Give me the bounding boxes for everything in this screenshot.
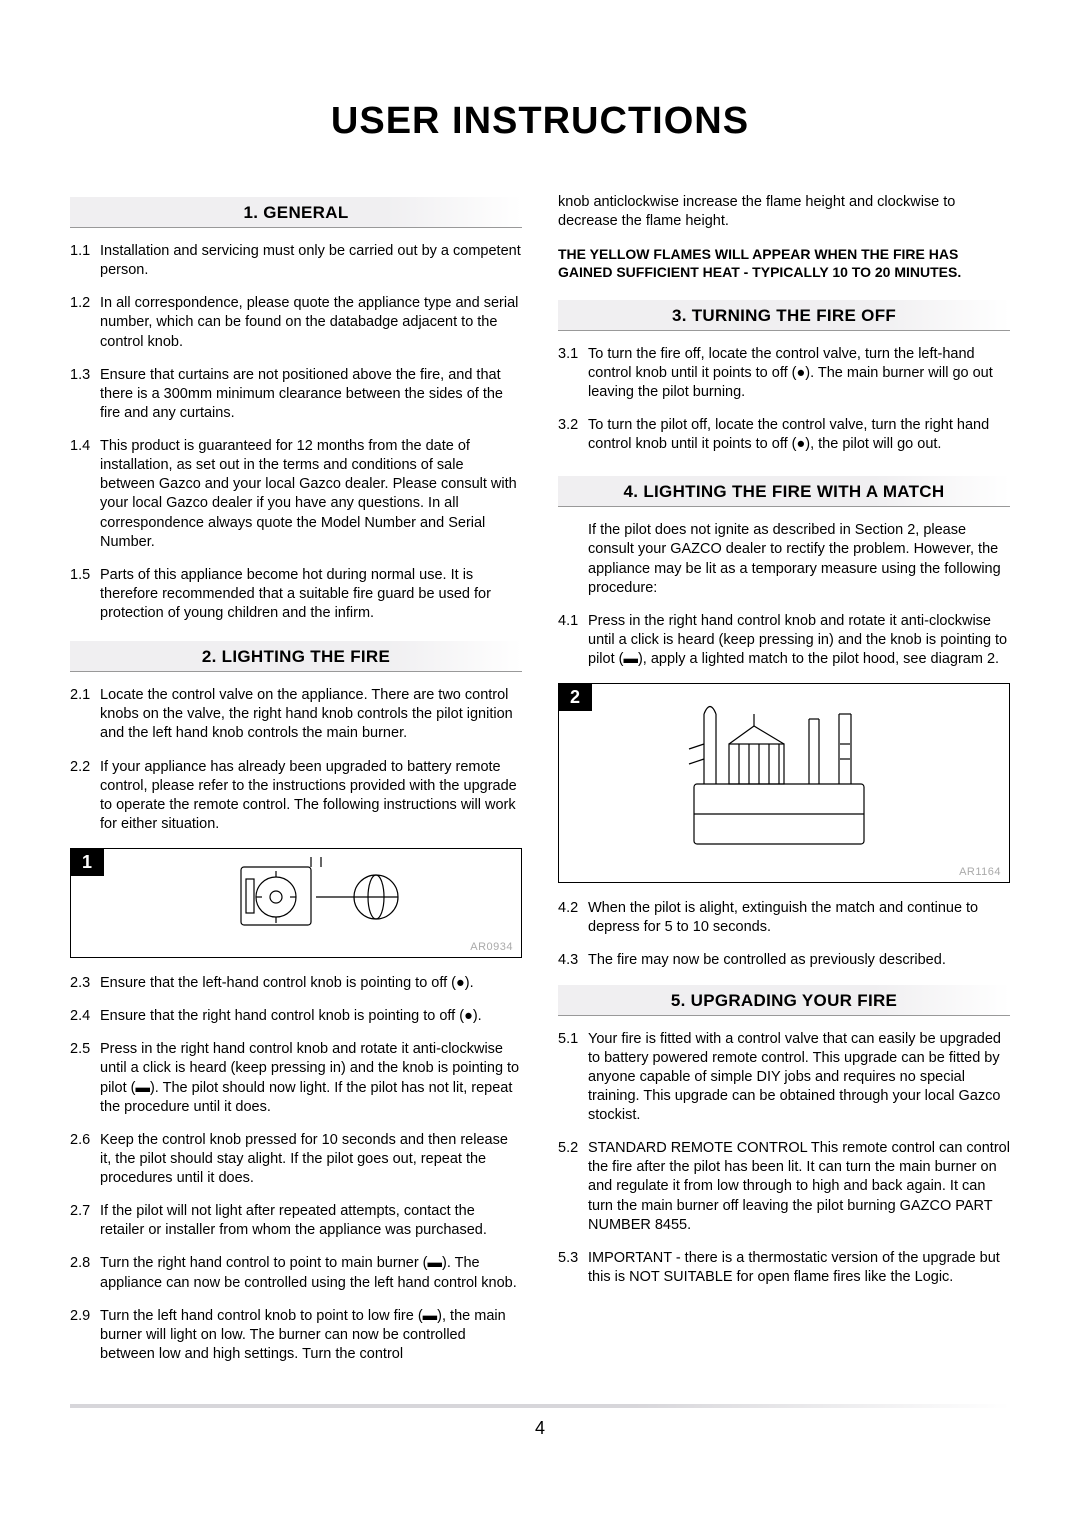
item-2-2: 2.2If your appliance has already been up… bbox=[70, 758, 522, 835]
item-text: If the pilot will not light after repeat… bbox=[100, 1202, 522, 1240]
item-5-1: 5.1Your fire is fitted with a control va… bbox=[558, 1030, 1010, 1126]
section-heading-upgrading: 5. UPGRADING YOUR FIRE bbox=[558, 985, 1010, 1016]
diagram-1-svg bbox=[146, 849, 446, 949]
diagram-code: AR1164 bbox=[959, 866, 1001, 878]
item-2-1: 2.1Locate the control valve on the appli… bbox=[70, 686, 522, 743]
item-2-6: 2.6Keep the control knob pressed for 10 … bbox=[70, 1131, 522, 1188]
item-number: 1.2 bbox=[70, 294, 100, 351]
item-2-8: 2.8Turn the right hand control to point … bbox=[70, 1254, 522, 1292]
left-column: 1. GENERAL 1.1Installation and servicing… bbox=[70, 193, 522, 1378]
item-2-7: 2.7If the pilot will not light after rep… bbox=[70, 1202, 522, 1240]
item-text: Ensure that the left-hand control knob i… bbox=[100, 974, 522, 993]
item-2-3: 2.3Ensure that the left-hand control kno… bbox=[70, 974, 522, 993]
section-heading-match: 4. LIGHTING THE FIRE WITH A MATCH bbox=[558, 476, 1010, 507]
item-5-3: 5.3IMPORTANT - there is a thermostatic v… bbox=[558, 1249, 1010, 1287]
page: USER INSTRUCTIONS 1. GENERAL 1.1Installa… bbox=[0, 0, 1080, 1479]
item-1-5: 1.5Parts of this appliance become hot du… bbox=[70, 566, 522, 623]
diagram-2: 2 bbox=[558, 683, 1010, 883]
item-number: 2.1 bbox=[70, 686, 100, 743]
item-text: Press in the right hand control knob and… bbox=[588, 612, 1010, 669]
item-text: If your appliance has already been upgra… bbox=[100, 758, 522, 835]
main-title: USER INSTRUCTIONS bbox=[70, 100, 1010, 143]
item-text: To turn the fire off, locate the control… bbox=[588, 345, 1010, 402]
two-column-layout: 1. GENERAL 1.1Installation and servicing… bbox=[70, 193, 1010, 1378]
item-text: The fire may now be controlled as previo… bbox=[588, 951, 1010, 970]
item-number: 1.3 bbox=[70, 366, 100, 423]
item-number: 2.6 bbox=[70, 1131, 100, 1188]
item-number: 2.4 bbox=[70, 1007, 100, 1026]
item-text: Installation and servicing must only be … bbox=[100, 242, 522, 280]
item-number: 2.7 bbox=[70, 1202, 100, 1240]
item-number: 2.9 bbox=[70, 1307, 100, 1364]
item-number: 2.3 bbox=[70, 974, 100, 993]
item-number: 4.3 bbox=[558, 951, 588, 970]
item-2-9: 2.9Turn the left hand control knob to po… bbox=[70, 1307, 522, 1364]
item-number: 5.2 bbox=[558, 1139, 588, 1235]
item-text: STANDARD REMOTE CONTROL This remote cont… bbox=[588, 1139, 1010, 1235]
item-1-3: 1.3Ensure that curtains are not position… bbox=[70, 366, 522, 423]
item-number: 1.4 bbox=[70, 437, 100, 552]
item-3-2: 3.2To turn the pilot off, locate the con… bbox=[558, 416, 1010, 454]
section-heading-general: 1. GENERAL bbox=[70, 197, 522, 228]
item-text: Your fire is fitted with a control valve… bbox=[588, 1030, 1010, 1126]
item-4-3: 4.3The fire may now be controlled as pre… bbox=[558, 951, 1010, 970]
item-2-4: 2.4Ensure that the right hand control kn… bbox=[70, 1007, 522, 1026]
item-2-9-continued: knob anticlockwise increase the flame he… bbox=[558, 193, 1010, 231]
item-text: Keep the control knob pressed for 10 sec… bbox=[100, 1131, 522, 1188]
item-text: Press in the right hand control knob and… bbox=[100, 1040, 522, 1117]
item-text: Turn the right hand control to point to … bbox=[100, 1254, 522, 1292]
item-number: 3.1 bbox=[558, 345, 588, 402]
item-1-2: 1.2In all correspondence, please quote t… bbox=[70, 294, 522, 351]
item-number: 2.2 bbox=[70, 758, 100, 835]
diagram-label: 1 bbox=[70, 848, 104, 876]
item-4-2: 4.2When the pilot is alight, extinguish … bbox=[558, 899, 1010, 937]
item-text: IMPORTANT - there is a thermostatic vers… bbox=[588, 1249, 1010, 1287]
item-text: Parts of this appliance become hot durin… bbox=[100, 566, 522, 623]
item-number: 2.8 bbox=[70, 1254, 100, 1292]
item-5-2: 5.2STANDARD REMOTE CONTROL This remote c… bbox=[558, 1139, 1010, 1235]
diagram-2-svg bbox=[604, 684, 964, 874]
item-text: Ensure that the right hand control knob … bbox=[100, 1007, 522, 1026]
diagram-1: 1 bbox=[70, 848, 522, 958]
section-heading-lighting: 2. LIGHTING THE FIRE bbox=[70, 641, 522, 672]
item-text: Locate the control valve on the applianc… bbox=[100, 686, 522, 743]
item-1-4: 1.4This product is guaranteed for 12 mon… bbox=[70, 437, 522, 552]
item-3-1: 3.1To turn the fire off, locate the cont… bbox=[558, 345, 1010, 402]
item-number: 1.5 bbox=[70, 566, 100, 623]
item-text: knob anticlockwise increase the flame he… bbox=[558, 193, 1010, 231]
section-heading-turning-off: 3. TURNING THE FIRE OFF bbox=[558, 300, 1010, 331]
item-text: Turn the left hand control knob to point… bbox=[100, 1307, 522, 1364]
diagram-code: AR0934 bbox=[470, 941, 513, 953]
item-number: 5.3 bbox=[558, 1249, 588, 1287]
item-text: When the pilot is alight, extinguish the… bbox=[588, 899, 1010, 937]
diagram-label: 2 bbox=[558, 683, 592, 711]
page-number: 4 bbox=[70, 1418, 1010, 1439]
item-1-1: 1.1Installation and servicing must only … bbox=[70, 242, 522, 280]
item-text: If the pilot does not ignite as describe… bbox=[588, 521, 1010, 598]
item-number: 3.2 bbox=[558, 416, 588, 454]
right-column: knob anticlockwise increase the flame he… bbox=[558, 193, 1010, 1378]
item-text: Ensure that curtains are not positioned … bbox=[100, 366, 522, 423]
yellow-flames-note: THE YELLOW FLAMES WILL APPEAR WHEN THE F… bbox=[558, 245, 1010, 281]
item-text: This product is guaranteed for 12 months… bbox=[100, 437, 522, 552]
item-text: In all correspondence, please quote the … bbox=[100, 294, 522, 351]
item-2-5: 2.5Press in the right hand control knob … bbox=[70, 1040, 522, 1117]
item-number: 4.2 bbox=[558, 899, 588, 937]
item-number: 5.1 bbox=[558, 1030, 588, 1126]
item-number: 2.5 bbox=[70, 1040, 100, 1117]
footer-divider bbox=[70, 1404, 1010, 1408]
item-number: 1.1 bbox=[70, 242, 100, 280]
item-number: 4.1 bbox=[558, 612, 588, 669]
item-4-intro: If the pilot does not ignite as describe… bbox=[558, 521, 1010, 598]
item-text: To turn the pilot off, locate the contro… bbox=[588, 416, 1010, 454]
item-4-1: 4.1Press in the right hand control knob … bbox=[558, 612, 1010, 669]
